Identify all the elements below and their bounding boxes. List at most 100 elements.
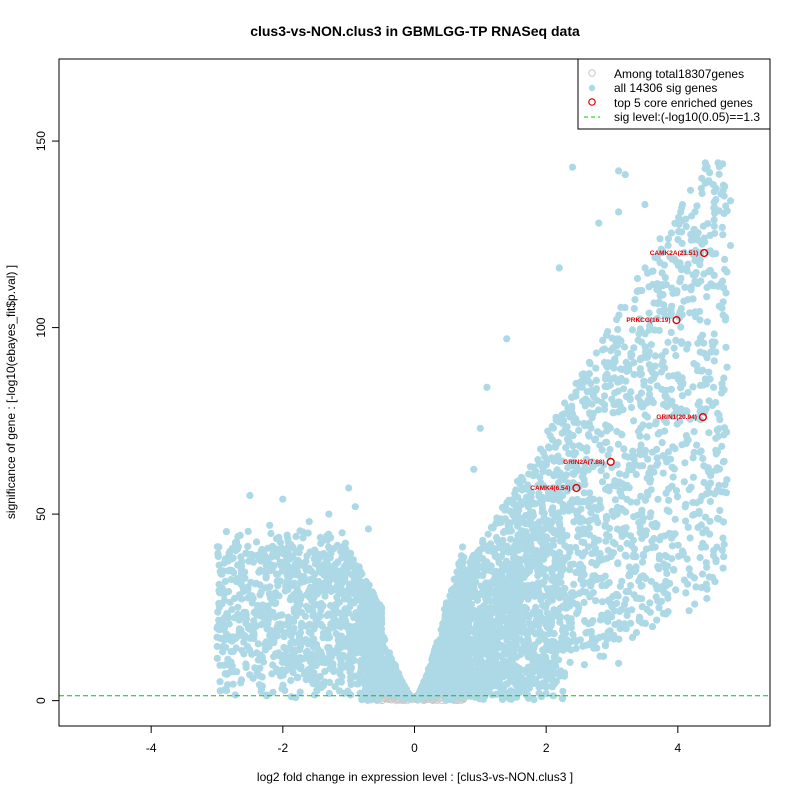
sig-point [532, 467, 540, 475]
sig-point [276, 620, 284, 628]
sig-point [654, 430, 662, 438]
sig-point [710, 357, 718, 365]
sig-point [479, 677, 487, 685]
sig-point [637, 573, 645, 581]
sig-point [693, 202, 701, 210]
sig-point [469, 607, 477, 615]
sig-point [601, 572, 609, 580]
sig-point [650, 299, 658, 307]
sig-point [280, 550, 288, 558]
sig-point [710, 188, 718, 196]
sig-point [264, 616, 273, 624]
sig-point [653, 521, 661, 529]
sig-point [473, 651, 481, 659]
sig-point [703, 293, 711, 301]
sig-point [678, 239, 686, 247]
sig-point [640, 377, 648, 385]
sig-point [560, 506, 569, 514]
sig-point [617, 303, 625, 311]
sig-point [691, 271, 699, 279]
sig-point [213, 642, 221, 651]
sig-point [645, 309, 653, 317]
sig-point [523, 678, 531, 686]
sig-point [290, 653, 299, 661]
sig-point [492, 626, 500, 634]
sig-point [632, 628, 641, 637]
sig-point [594, 406, 603, 414]
sig-point [349, 623, 357, 631]
sig-point [292, 660, 300, 668]
sig-point [570, 418, 578, 426]
sig-point [366, 625, 374, 634]
sig-point [665, 496, 673, 504]
sig-point [502, 630, 510, 639]
sig-point [228, 555, 236, 563]
sig-point [263, 691, 271, 699]
sig-point [638, 558, 647, 566]
sig-point [365, 685, 373, 693]
sig-point [684, 580, 692, 588]
sig-point [465, 565, 473, 574]
sig-point [256, 612, 264, 620]
sig-point [329, 585, 337, 593]
sig-point [484, 649, 493, 657]
sig-point [574, 607, 582, 615]
sig-point [375, 696, 383, 704]
sig-point [563, 423, 571, 431]
sig-point [599, 336, 607, 344]
sig-point [638, 506, 646, 514]
sig-point [473, 593, 481, 601]
sig-point [614, 378, 622, 386]
sig-point [582, 641, 590, 649]
sig-point [296, 544, 305, 552]
sig-point [305, 564, 313, 572]
sig-point [447, 594, 455, 602]
sig-point [517, 498, 525, 506]
sig-point [672, 336, 680, 344]
sig-point [699, 454, 707, 463]
sig-point [695, 398, 704, 406]
sig-point [279, 495, 287, 503]
sig-point [356, 689, 364, 698]
sig-point [703, 318, 712, 326]
sig-point [607, 347, 615, 355]
sig-point [578, 444, 586, 452]
sig-point [544, 443, 553, 451]
sig-point [498, 572, 506, 580]
sig-point [271, 545, 280, 553]
sig-point [325, 510, 333, 518]
sig-point [357, 671, 365, 679]
sig-point [557, 416, 565, 424]
sig-point [295, 589, 303, 597]
sig-point [472, 614, 480, 622]
sig-point [347, 677, 355, 685]
sig-point [646, 599, 654, 607]
sig-point [249, 558, 257, 566]
sig-point [685, 565, 693, 573]
sig-point [296, 646, 304, 654]
sig-point [224, 659, 232, 667]
sig-point [507, 652, 515, 660]
sig-point [622, 552, 630, 560]
sig-point [686, 534, 694, 542]
sig-point [556, 641, 564, 649]
sig-point [361, 594, 369, 602]
sig-point [504, 623, 512, 631]
sig-point [698, 331, 707, 339]
sig-point [234, 603, 242, 611]
sig-point [694, 279, 702, 288]
sig-point [477, 630, 485, 638]
sig-point [719, 458, 728, 466]
sig-point [266, 626, 275, 635]
sig-point [442, 624, 450, 632]
sig-point [309, 608, 317, 616]
sig-point [506, 672, 514, 681]
sig-point [692, 583, 700, 591]
sig-point [575, 426, 583, 434]
sig-point [615, 335, 623, 343]
sig-point [695, 509, 703, 518]
sig-point [630, 305, 638, 313]
sig-point [342, 545, 350, 553]
sig-point [641, 264, 649, 272]
sig-point [315, 682, 323, 691]
